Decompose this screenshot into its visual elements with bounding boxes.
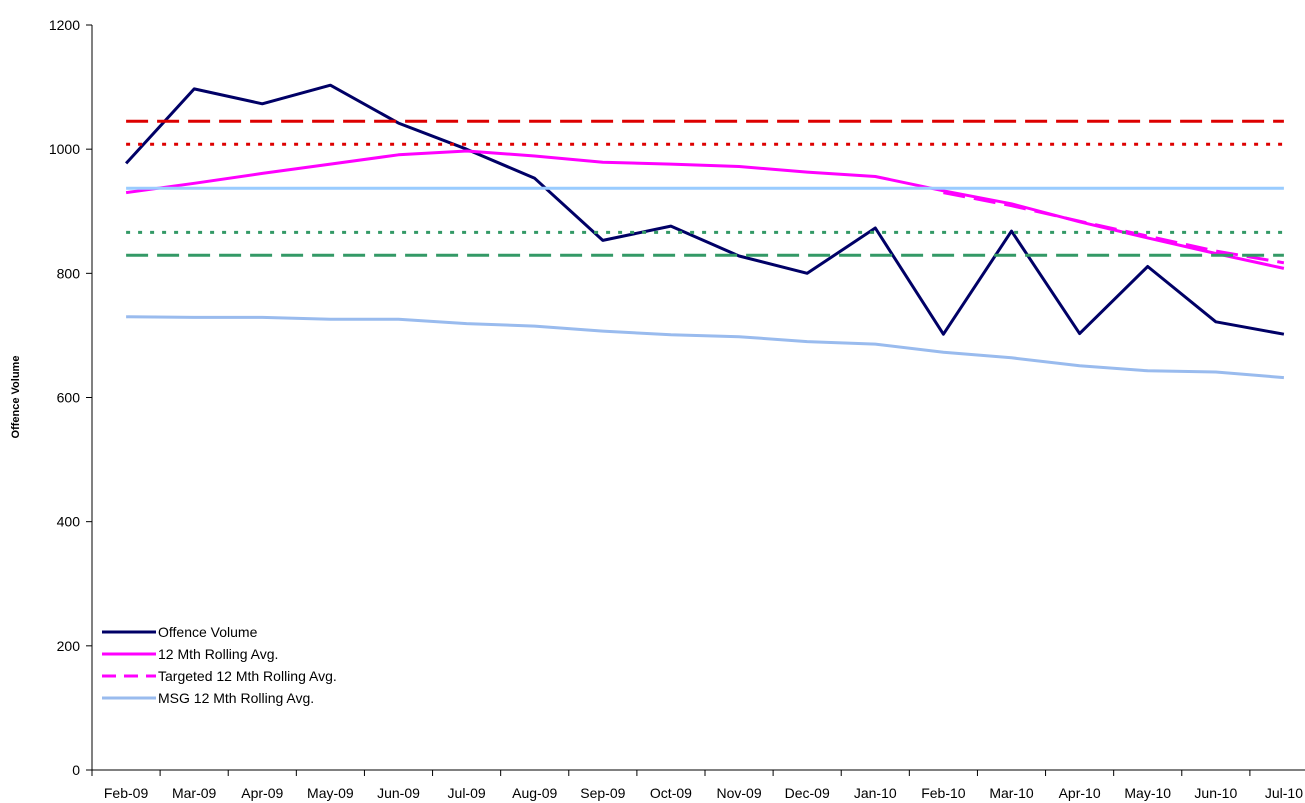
x-axis-ticks: Feb-09 Mar-09 Apr-09 May-09 Jun-09 Jul-09 Aug-… xyxy=(91,770,1303,801)
y-axis-ticks: 0 200 400 600 800 1000 1200 xyxy=(49,17,92,778)
series-lines xyxy=(124,83,1285,380)
x-tick-label: Feb-09 xyxy=(104,785,149,801)
y-tick-label: 200 xyxy=(57,638,81,654)
y-tick-label: 1000 xyxy=(49,141,80,157)
x-tick-label: Jul-10 xyxy=(1265,785,1303,801)
x-tick-label: Apr-10 xyxy=(1059,785,1101,801)
legend-label-12-mth-rolling-avg: 12 Mth Rolling Avg. xyxy=(158,646,278,662)
x-tick-label: Jun-10 xyxy=(1194,785,1237,801)
y-tick-label: 600 xyxy=(57,390,81,406)
x-tick-label: Mar-10 xyxy=(989,785,1034,801)
y-tick-label: 1200 xyxy=(49,17,80,33)
legend-label-offence-volume: Offence Volume xyxy=(158,624,258,640)
x-tick-label: May-09 xyxy=(307,785,354,801)
x-tick-label: Jun-09 xyxy=(377,785,420,801)
x-tick-label: Nov-09 xyxy=(716,785,761,801)
x-tick-label: Mar-09 xyxy=(172,785,217,801)
legend: Offence Volume 12 Mth Rolling Avg. Targete… xyxy=(102,624,337,706)
y-axis-title: Offence Volume xyxy=(10,356,22,439)
series-line-offence-volume xyxy=(124,83,1285,336)
y-tick-label: 800 xyxy=(57,265,81,281)
x-tick-label: Dec-09 xyxy=(785,785,830,801)
series-line-targeted-12-mth-rolling-avg xyxy=(943,191,1285,265)
x-tick-label: Apr-09 xyxy=(241,785,283,801)
y-tick-label: 0 xyxy=(72,762,80,778)
legend-label-targeted-12-mth-rolling-avg: Targeted 12 Mth Rolling Avg. xyxy=(158,668,337,684)
y-tick-label: 400 xyxy=(57,514,81,530)
x-tick-label: Sep-09 xyxy=(580,785,625,801)
series-line-msg-12-mth-rolling-avg xyxy=(126,315,1285,380)
x-tick-label: Jul-09 xyxy=(448,785,486,801)
x-tick-label: Jan-10 xyxy=(854,785,897,801)
legend-label-msg-12-mth-rolling-avg: MSG 12 Mth Rolling Avg. xyxy=(158,690,314,706)
series-line-12-mth-rolling-avg xyxy=(125,149,1285,270)
x-tick-label: Aug-09 xyxy=(512,785,557,801)
x-tick-label: Oct-09 xyxy=(650,785,692,801)
x-tick-label: Feb-10 xyxy=(921,785,966,801)
x-tick-label: May-10 xyxy=(1124,785,1171,801)
